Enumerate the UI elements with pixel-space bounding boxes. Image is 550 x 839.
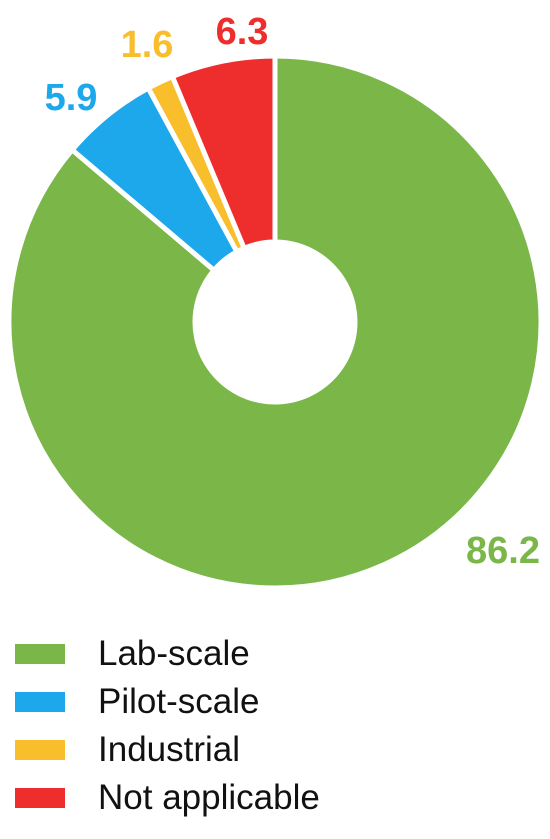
legend: Lab-scale Pilot-scale Industrial Not app… <box>15 630 535 822</box>
legend-swatch-pilot-scale <box>15 692 65 712</box>
legend-label-industrial: Industrial <box>98 730 241 769</box>
legend-swatch-lab-scale <box>15 644 65 664</box>
slice-lab-scale <box>6 53 544 591</box>
legend-swatch-industrial <box>15 740 65 760</box>
legend-item-not-applicable: Not applicable <box>15 774 535 822</box>
data-label-pilot-scale: 5.9 <box>45 77 98 119</box>
legend-label-pilot-scale: Pilot-scale <box>98 682 260 721</box>
data-label-not-applicable: 6.3 <box>216 11 269 53</box>
slice-not-applicable <box>169 53 278 252</box>
legend-item-lab-scale: Lab-scale <box>15 630 535 678</box>
donut-chart: 86.2 5.9 1.6 6.3 <box>6 11 544 591</box>
legend-label-not-applicable: Not applicable <box>98 778 320 817</box>
legend-item-pilot-scale: Pilot-scale <box>15 678 535 726</box>
data-label-industrial: 1.6 <box>121 24 174 66</box>
data-label-lab-scale: 86.2 <box>466 530 540 572</box>
legend-swatch-not-applicable <box>15 788 65 808</box>
legend-item-industrial: Industrial <box>15 726 535 774</box>
legend-label-lab-scale: Lab-scale <box>98 634 250 673</box>
